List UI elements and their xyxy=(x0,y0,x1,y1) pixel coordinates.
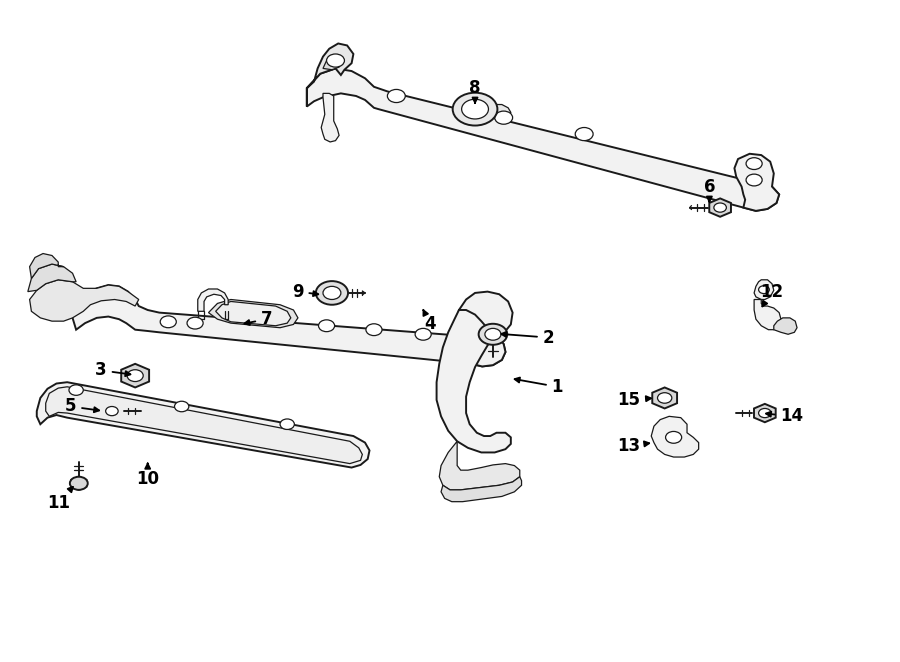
Polygon shape xyxy=(754,404,776,422)
Circle shape xyxy=(70,477,87,490)
Circle shape xyxy=(746,158,762,169)
Polygon shape xyxy=(37,382,370,467)
Circle shape xyxy=(658,393,671,403)
Circle shape xyxy=(495,111,513,124)
Polygon shape xyxy=(198,289,229,311)
Circle shape xyxy=(327,54,345,67)
Polygon shape xyxy=(30,280,139,321)
Polygon shape xyxy=(73,285,506,367)
Text: 14: 14 xyxy=(766,407,803,426)
Text: 2: 2 xyxy=(501,328,554,347)
Text: 1: 1 xyxy=(515,377,563,396)
Circle shape xyxy=(415,328,431,340)
Polygon shape xyxy=(30,254,64,279)
Polygon shape xyxy=(652,387,677,408)
Circle shape xyxy=(366,324,382,336)
Polygon shape xyxy=(323,56,343,70)
Circle shape xyxy=(69,385,84,395)
Text: 5: 5 xyxy=(65,397,99,416)
Circle shape xyxy=(319,320,335,332)
Text: 6: 6 xyxy=(704,177,716,202)
Circle shape xyxy=(666,432,681,444)
Circle shape xyxy=(387,89,405,103)
Polygon shape xyxy=(754,280,774,299)
Polygon shape xyxy=(101,402,122,420)
Circle shape xyxy=(323,287,341,299)
Text: 3: 3 xyxy=(95,361,130,379)
Polygon shape xyxy=(754,299,781,330)
Polygon shape xyxy=(46,387,363,463)
Circle shape xyxy=(280,419,294,430)
Circle shape xyxy=(453,93,498,126)
Text: 4: 4 xyxy=(423,310,436,334)
Circle shape xyxy=(746,174,762,186)
Text: 12: 12 xyxy=(760,283,784,307)
Polygon shape xyxy=(441,477,522,502)
Circle shape xyxy=(575,128,593,140)
Circle shape xyxy=(316,281,348,305)
Text: 8: 8 xyxy=(469,79,481,103)
Circle shape xyxy=(127,370,143,381)
Polygon shape xyxy=(71,477,86,490)
Polygon shape xyxy=(774,318,797,334)
Polygon shape xyxy=(439,442,520,490)
Polygon shape xyxy=(209,299,298,328)
Polygon shape xyxy=(709,199,731,216)
Text: 11: 11 xyxy=(47,487,73,512)
Circle shape xyxy=(479,324,508,345)
Polygon shape xyxy=(436,310,511,452)
Circle shape xyxy=(462,99,489,119)
Circle shape xyxy=(105,406,118,416)
Polygon shape xyxy=(734,154,779,211)
Text: 15: 15 xyxy=(617,391,651,409)
Circle shape xyxy=(187,317,203,329)
Circle shape xyxy=(485,328,501,340)
Polygon shape xyxy=(307,44,354,107)
Circle shape xyxy=(759,408,771,418)
Text: 7: 7 xyxy=(245,310,273,328)
Polygon shape xyxy=(652,416,698,457)
Polygon shape xyxy=(493,105,511,120)
Circle shape xyxy=(759,286,769,293)
Text: 13: 13 xyxy=(617,437,649,455)
Polygon shape xyxy=(307,68,779,211)
Circle shape xyxy=(175,401,189,412)
Text: 10: 10 xyxy=(136,463,159,488)
Text: 9: 9 xyxy=(292,283,319,301)
Circle shape xyxy=(714,203,726,213)
Polygon shape xyxy=(321,93,339,142)
Polygon shape xyxy=(122,364,149,387)
Circle shape xyxy=(160,316,176,328)
Polygon shape xyxy=(457,292,513,367)
Polygon shape xyxy=(216,301,291,326)
Polygon shape xyxy=(28,264,76,292)
